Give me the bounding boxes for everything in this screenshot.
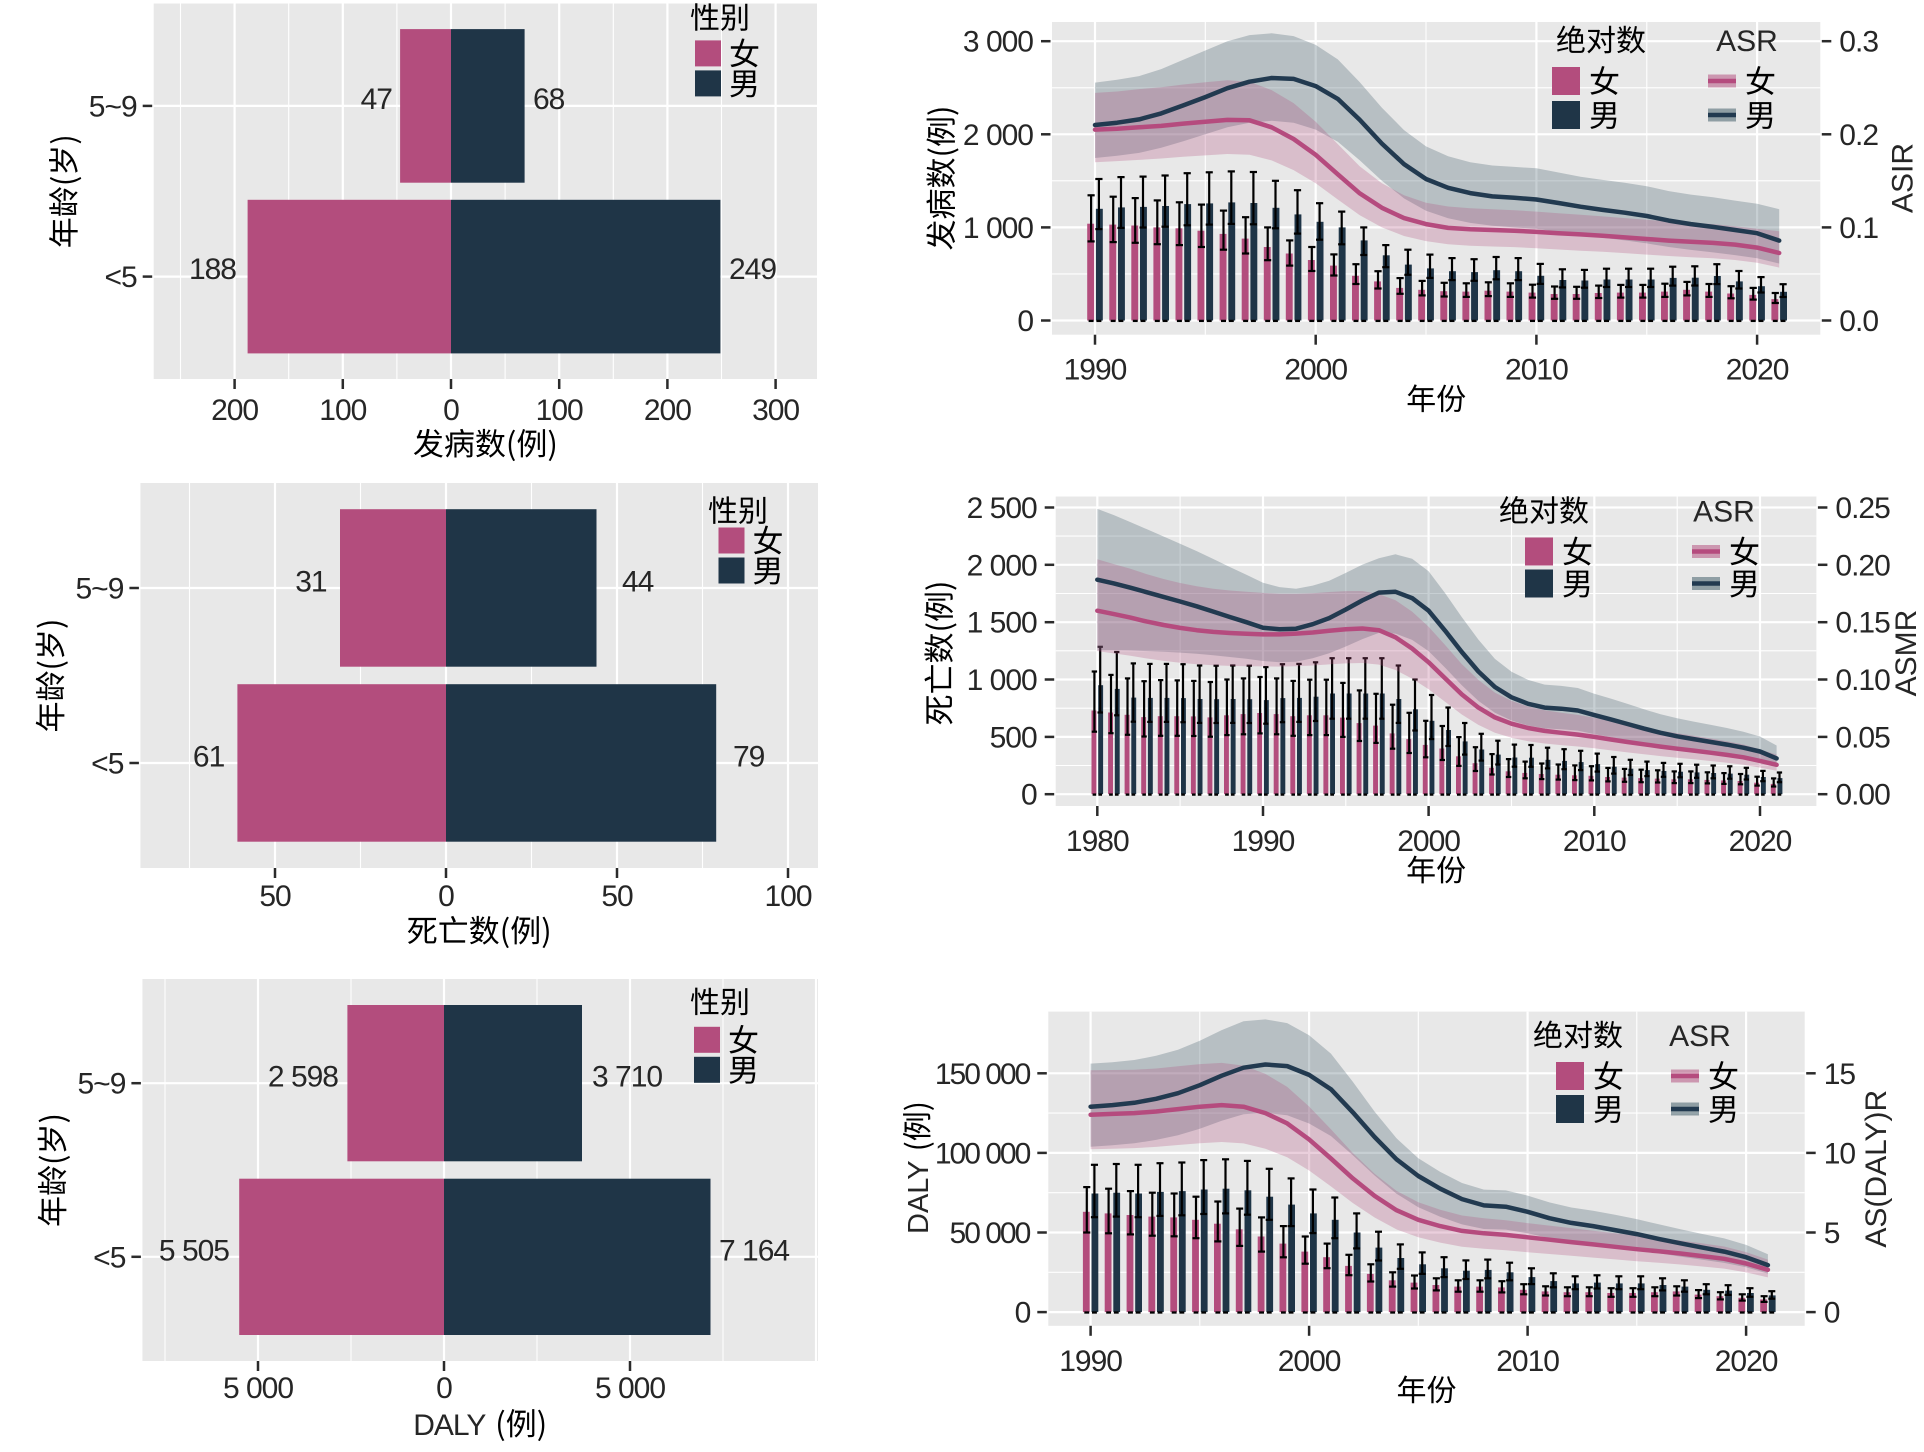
svg-text:2020: 2020 xyxy=(1715,1345,1778,1378)
svg-text:50: 50 xyxy=(601,880,633,913)
svg-text:0: 0 xyxy=(443,394,459,427)
svg-text:188: 188 xyxy=(189,253,236,286)
svg-text:1990: 1990 xyxy=(1059,1345,1122,1378)
svg-text:5~9: 5~9 xyxy=(89,90,137,123)
svg-text:1 000: 1 000 xyxy=(967,664,1037,697)
svg-text:0: 0 xyxy=(1015,1297,1031,1330)
svg-text:3 000: 3 000 xyxy=(963,26,1033,59)
svg-text:<5: <5 xyxy=(104,261,137,294)
svg-text:10: 10 xyxy=(1824,1137,1856,1170)
svg-text:0.0: 0.0 xyxy=(1839,305,1878,338)
svg-text:5~9: 5~9 xyxy=(78,1068,126,1101)
svg-text:0.05: 0.05 xyxy=(1835,721,1890,754)
svg-text:ASR: ASR xyxy=(1669,1020,1731,1053)
svg-text:2 598: 2 598 xyxy=(268,1061,338,1094)
svg-text:0: 0 xyxy=(1021,779,1037,812)
svg-text:1990: 1990 xyxy=(1232,825,1295,858)
svg-text:0: 0 xyxy=(438,880,454,913)
svg-text:0.10: 0.10 xyxy=(1835,664,1890,697)
svg-text:0: 0 xyxy=(436,1372,452,1405)
svg-text:0: 0 xyxy=(1017,305,1033,338)
svg-text:0.3: 0.3 xyxy=(1839,26,1878,59)
svg-text:2000: 2000 xyxy=(1284,354,1347,387)
svg-text:50: 50 xyxy=(259,880,291,913)
svg-text:0.25: 0.25 xyxy=(1835,492,1890,525)
svg-text:44: 44 xyxy=(622,566,654,599)
svg-text:100 000: 100 000 xyxy=(935,1137,1031,1170)
svg-text:100: 100 xyxy=(764,880,811,913)
svg-text:5: 5 xyxy=(1824,1217,1840,1250)
svg-text:ASIR: ASIR xyxy=(1886,143,1919,213)
svg-text:5 000: 5 000 xyxy=(223,1372,293,1405)
svg-text:0.2: 0.2 xyxy=(1839,119,1878,152)
svg-text:0.00: 0.00 xyxy=(1835,779,1890,812)
svg-text:0.20: 0.20 xyxy=(1835,549,1890,582)
svg-text:1990: 1990 xyxy=(1064,354,1127,387)
svg-text:2 000: 2 000 xyxy=(967,549,1037,582)
svg-text:79: 79 xyxy=(733,741,765,774)
svg-text:15: 15 xyxy=(1824,1058,1856,1091)
svg-text:150 000: 150 000 xyxy=(935,1058,1031,1091)
svg-text:AS(DALY)R: AS(DALY)R xyxy=(1860,1090,1893,1248)
svg-text:2 000: 2 000 xyxy=(963,119,1033,152)
svg-text:0.15: 0.15 xyxy=(1835,607,1890,640)
svg-text:1 000: 1 000 xyxy=(963,212,1033,245)
svg-text:68: 68 xyxy=(533,83,565,116)
svg-text:2020: 2020 xyxy=(1726,354,1789,387)
svg-text:5 000: 5 000 xyxy=(595,1372,665,1405)
svg-text:47: 47 xyxy=(361,83,393,116)
svg-text:50 000: 50 000 xyxy=(950,1217,1031,1250)
svg-text:1980: 1980 xyxy=(1066,825,1129,858)
svg-text:2010: 2010 xyxy=(1563,825,1626,858)
svg-text:2000: 2000 xyxy=(1397,825,1460,858)
svg-text:2000: 2000 xyxy=(1278,1345,1341,1378)
svg-text:5~9: 5~9 xyxy=(76,573,124,606)
svg-text:500: 500 xyxy=(990,721,1037,754)
svg-text:2020: 2020 xyxy=(1729,825,1792,858)
svg-text:1 500: 1 500 xyxy=(967,607,1037,640)
svg-text:300: 300 xyxy=(752,394,799,427)
svg-text:2010: 2010 xyxy=(1496,1345,1559,1378)
svg-text:200: 200 xyxy=(644,394,691,427)
svg-text:100: 100 xyxy=(536,394,583,427)
svg-text:5 505: 5 505 xyxy=(159,1234,229,1267)
svg-text:249: 249 xyxy=(729,253,776,286)
svg-text:7 164: 7 164 xyxy=(719,1234,789,1267)
svg-text:0: 0 xyxy=(1824,1297,1840,1330)
svg-text:ASMR: ASMR xyxy=(1890,610,1923,697)
svg-text:ASR: ASR xyxy=(1693,496,1755,529)
svg-text:DALY: DALY xyxy=(903,1160,935,1234)
svg-text:<5: <5 xyxy=(91,748,124,781)
svg-text:ASR: ASR xyxy=(1716,25,1778,58)
svg-text:100: 100 xyxy=(319,394,366,427)
svg-text:31: 31 xyxy=(295,566,327,599)
svg-text:61: 61 xyxy=(193,741,225,774)
svg-text:3 710: 3 710 xyxy=(592,1061,662,1094)
svg-text:0.1: 0.1 xyxy=(1839,212,1878,245)
svg-text:200: 200 xyxy=(211,394,258,427)
svg-text:DALY: DALY xyxy=(413,1409,486,1442)
svg-text:2 500: 2 500 xyxy=(967,492,1037,525)
svg-text:<5: <5 xyxy=(93,1241,126,1274)
svg-text:2010: 2010 xyxy=(1505,354,1568,387)
